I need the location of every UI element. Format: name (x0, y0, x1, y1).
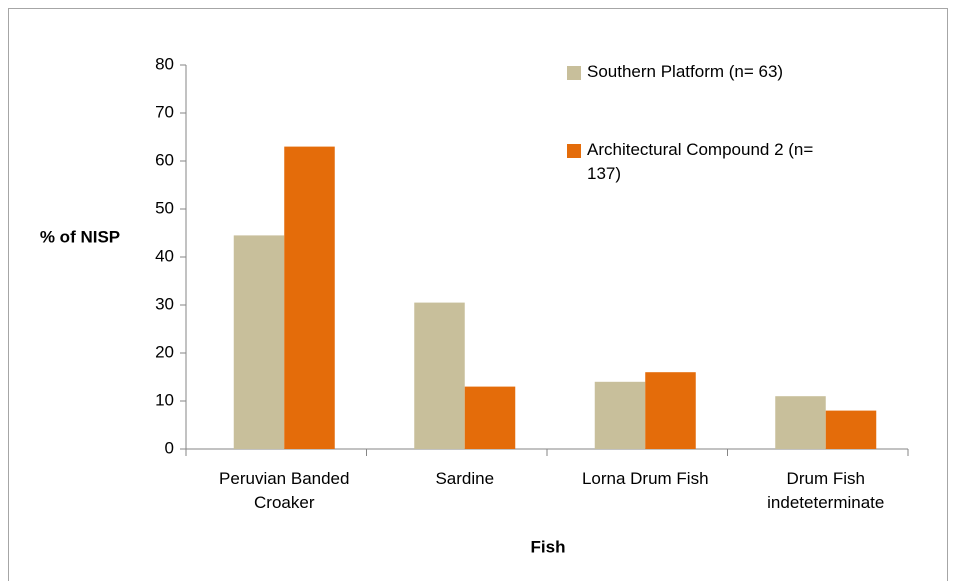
y-tick-label: 80 (155, 54, 174, 73)
y-tick-label: 70 (155, 102, 174, 121)
bar (414, 302, 465, 449)
x-tick-label: Peruvian Banded Croaker (219, 469, 350, 512)
bar (594, 381, 646, 449)
y-tick-label: 0 (165, 438, 174, 457)
y-tick-label: 60 (155, 150, 174, 169)
bar (825, 410, 877, 449)
legend-swatch (567, 66, 581, 80)
bar (645, 372, 696, 449)
bar (284, 146, 335, 449)
y-tick-label: 20 (155, 342, 174, 361)
bar (233, 235, 285, 449)
bar (775, 396, 826, 449)
y-tick-label: 40 (155, 246, 174, 265)
chart-border (8, 8, 948, 581)
x-axis-title: Fish (531, 537, 566, 556)
y-tick-label: 50 (155, 198, 174, 217)
y-axis-title: % of NISP (40, 227, 120, 246)
legend-label: Architectural Compound 2 (n= 137) (587, 140, 814, 183)
x-tick-label: Sardine (435, 469, 495, 488)
y-tick-label: 30 (155, 294, 174, 313)
y-tick-label: 10 (155, 390, 174, 409)
x-tick-label: Lorna Drum Fish (581, 469, 709, 488)
x-tick-label: Drum Fish indeteterminate (767, 469, 885, 512)
legend-label: Southern Platform (n= 63) (587, 62, 784, 81)
bar (464, 386, 516, 449)
legend-swatch (567, 144, 581, 158)
